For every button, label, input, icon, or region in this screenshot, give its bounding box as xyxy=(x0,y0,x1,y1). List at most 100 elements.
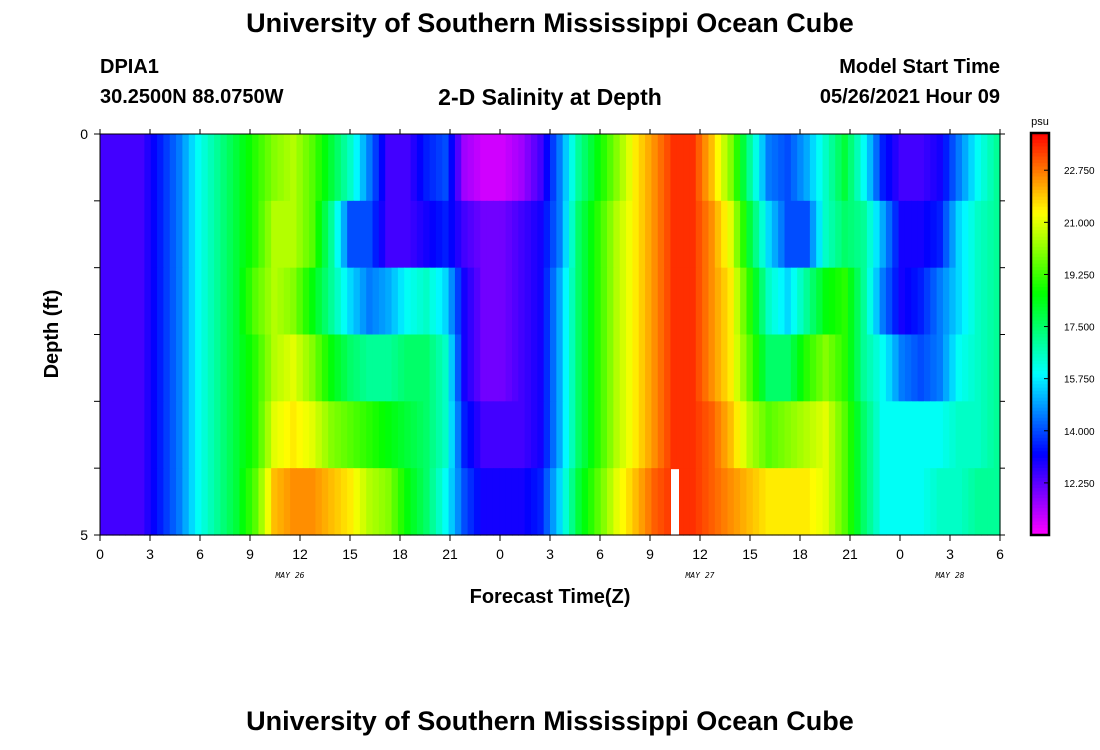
heatmap-cell xyxy=(619,468,627,536)
heatmap-cell xyxy=(138,401,145,469)
heatmap-cell xyxy=(575,200,583,269)
heatmap-cell xyxy=(309,200,317,269)
heatmap-cell xyxy=(480,200,488,269)
heatmap-cell xyxy=(816,134,824,202)
heatmap-cell xyxy=(442,468,450,536)
heatmap-cell xyxy=(797,267,805,336)
heatmap-cell xyxy=(619,334,627,402)
heatmap-cell xyxy=(442,334,450,402)
colorbar-step xyxy=(1031,283,1049,288)
colorbar-step xyxy=(1031,350,1049,355)
colorbar-step xyxy=(1031,179,1049,184)
heatmap-cell xyxy=(885,134,893,202)
heatmap-cell xyxy=(803,468,811,536)
heatmap-cell xyxy=(448,134,456,202)
heatmap-cell xyxy=(873,134,881,202)
heatmap-cell xyxy=(822,134,830,202)
heatmap-cell xyxy=(207,200,215,269)
heatmap-cell xyxy=(657,134,665,202)
heatmap-cell xyxy=(454,401,462,469)
colorbar-step xyxy=(1031,478,1049,482)
heatmap-cell xyxy=(569,334,576,402)
heatmap-cell xyxy=(778,200,786,269)
heatmap-cell xyxy=(657,267,665,336)
heatmap-cell xyxy=(600,200,608,269)
heatmap-cell xyxy=(942,200,950,269)
heatmap-cell xyxy=(816,200,824,269)
heatmap-cell xyxy=(993,267,1001,336)
heatmap-cell xyxy=(106,468,114,536)
heatmap-cell xyxy=(581,401,589,469)
heatmap-cell xyxy=(112,134,120,202)
heatmap-cell xyxy=(429,468,437,536)
heatmap-cell xyxy=(974,401,982,469)
heatmap-cell xyxy=(664,468,672,536)
heatmap-cell xyxy=(252,200,260,269)
heatmap-cell xyxy=(911,134,919,202)
heatmap-cell xyxy=(435,468,443,536)
heatmap-cell xyxy=(176,468,183,536)
heatmap-cell xyxy=(822,200,830,269)
heatmap-cell xyxy=(163,267,171,336)
colorbar-step xyxy=(1031,156,1049,161)
heatmap-cell xyxy=(366,334,374,402)
heatmap-cell xyxy=(847,267,855,336)
heatmap-cell xyxy=(866,468,874,536)
heatmap-cell xyxy=(752,468,760,536)
colorbar-step xyxy=(1031,320,1049,325)
heatmap-cell xyxy=(955,134,963,202)
heatmap-cell xyxy=(942,334,950,402)
heatmap-cell xyxy=(429,401,437,469)
heatmap-cell xyxy=(949,468,957,536)
heatmap-cell xyxy=(613,200,621,269)
colorbar-step xyxy=(1031,484,1049,489)
heatmap-cell xyxy=(220,134,228,202)
heatmap-cell xyxy=(226,468,234,536)
x-axis-label: Forecast Time(Z) xyxy=(470,586,631,608)
colorbar-step xyxy=(1031,189,1049,194)
heatmap-cell xyxy=(321,468,329,536)
heatmap-cell xyxy=(340,468,348,536)
heatmap-cell xyxy=(543,468,551,536)
x-tick-label: 18 xyxy=(792,546,808,562)
heatmap-cell xyxy=(245,200,253,269)
heatmap-cell xyxy=(911,200,919,269)
heatmap-cell xyxy=(423,200,431,269)
heatmap-cell xyxy=(226,267,234,336)
heatmap-cell xyxy=(448,401,456,469)
heatmap-cell xyxy=(955,200,963,269)
heatmap-cell xyxy=(321,401,329,469)
heatmap-cell xyxy=(492,468,500,536)
heatmap-cell xyxy=(499,200,507,269)
heatmap-cell xyxy=(404,200,412,269)
heatmap-cell xyxy=(144,334,152,402)
heatmap-cell xyxy=(435,134,443,202)
heatmap-cell xyxy=(511,200,519,269)
colorbar-step xyxy=(1031,240,1049,245)
heatmap-cell xyxy=(917,468,925,536)
heatmap-cell xyxy=(480,401,488,469)
heatmap-cell xyxy=(626,334,633,402)
heatmap-cell xyxy=(302,200,310,269)
heatmap-cell xyxy=(784,134,792,202)
colorbar-tick-label: 21.000 xyxy=(1064,218,1095,229)
colorbar-step xyxy=(1031,387,1049,392)
heatmap-cell xyxy=(790,401,798,469)
heatmap-cell xyxy=(150,134,158,202)
heatmap-cell xyxy=(176,200,183,269)
colorbar-step xyxy=(1031,394,1049,399)
heatmap-cell xyxy=(119,134,126,202)
heatmap-cell xyxy=(296,468,304,536)
heatmap-cell xyxy=(150,200,158,269)
heatmap-cell xyxy=(771,134,779,202)
heatmap-cell xyxy=(296,267,304,336)
colorbar-step xyxy=(1031,508,1049,513)
day-label: MAY 27 xyxy=(685,571,715,580)
heatmap-cell xyxy=(258,401,266,469)
colorbar-step xyxy=(1031,226,1049,231)
heatmap-cell xyxy=(626,134,633,202)
colorbar-step xyxy=(1031,434,1049,439)
colorbar-step xyxy=(1031,334,1049,338)
heatmap-cell xyxy=(106,134,114,202)
heatmap-cell xyxy=(613,401,621,469)
